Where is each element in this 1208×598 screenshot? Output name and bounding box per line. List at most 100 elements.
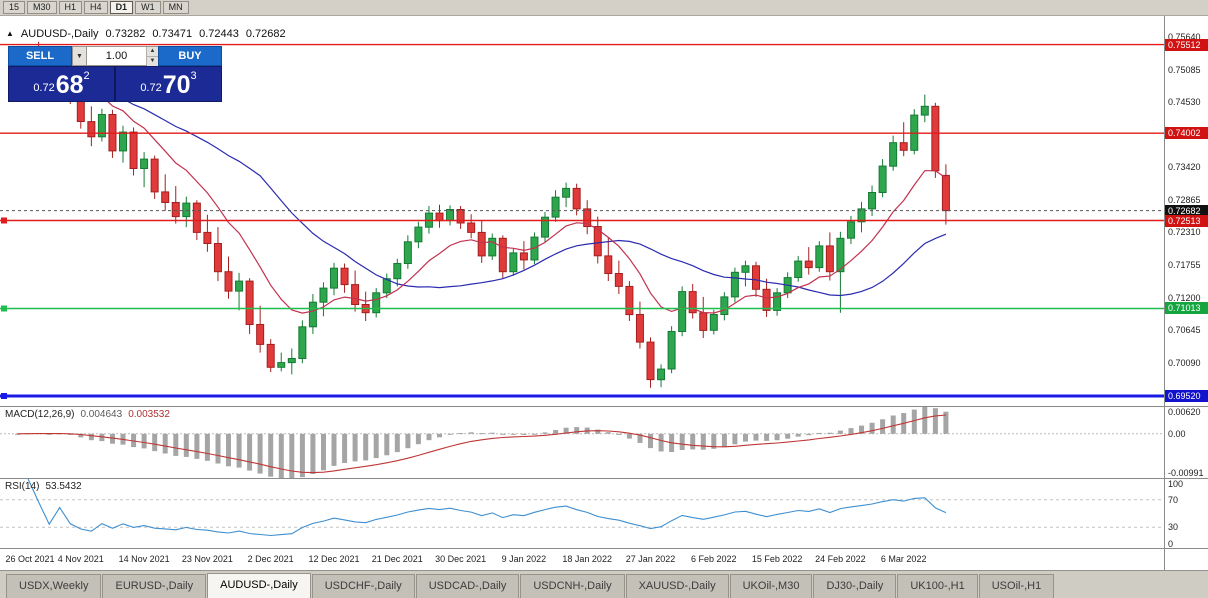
main-chart-svg xyxy=(0,41,1164,399)
volume-field: ▲ ▼ xyxy=(87,46,158,66)
chart-tab-dj30-daily[interactable]: DJ30-,Daily xyxy=(813,574,897,598)
macd-name: MACD(12,26,9) xyxy=(5,409,75,420)
timeframe-button-w1[interactable]: W1 xyxy=(135,1,161,14)
main-chart-pane: ▲ AUDUSD-,Daily 0.73282 0.73471 0.72443 … xyxy=(0,16,1208,406)
rsi-value: 53.5432 xyxy=(45,481,82,492)
ohlc-low: 0.72443 xyxy=(199,28,239,40)
price-badge: 0.75512 xyxy=(1165,38,1208,51)
buy-button[interactable]: BUY xyxy=(158,46,222,66)
price-tick: 0.70090 xyxy=(1168,357,1201,368)
date-label: 15 Feb 2022 xyxy=(751,554,803,564)
price-axis[interactable]: 0.756400.750850.745300.739750.734200.728… xyxy=(1164,16,1208,406)
macd-main-value: 0.004643 xyxy=(80,409,123,420)
sell-price-sup: 2 xyxy=(83,70,90,82)
date-label: 23 Nov 2021 xyxy=(181,554,233,564)
price-tick: 0.72310 xyxy=(1168,227,1201,238)
price-tick: 0.70645 xyxy=(1168,325,1201,336)
timeframe-toolbar: 15 M30 H1 H4 D1 W1 MN xyxy=(0,0,1208,16)
macd-label: MACD(12,26,9) 0.004643 0.003532 xyxy=(5,409,170,420)
ohlc-open: 0.73282 xyxy=(105,28,146,40)
price-tick: 0.75640 xyxy=(1168,32,1201,43)
trade-prices-row: 0.72 68 2 0.72 70 3 xyxy=(8,66,222,102)
date-label: 9 Jan 2022 xyxy=(501,554,547,564)
chart-tab-usdchf-daily[interactable]: USDCHF-,Daily xyxy=(311,574,415,598)
sell-button[interactable]: SELL xyxy=(8,46,72,66)
date-label: 12 Dec 2021 xyxy=(308,554,360,564)
timeframe-button-d1[interactable]: D1 xyxy=(109,1,134,14)
chart-tab-ukoil-m30[interactable]: UKOil-,M30 xyxy=(729,574,813,598)
ohlc-high: 0.73471 xyxy=(152,28,193,40)
rsi-tick: 100 xyxy=(1168,479,1184,489)
price-tick: 0.74530 xyxy=(1168,97,1201,108)
timeframe-button-h1[interactable]: H1 xyxy=(58,1,83,14)
date-label: 4 Nov 2021 xyxy=(57,554,104,564)
chart-tab-usdcnh-daily[interactable]: USDCNH-,Daily xyxy=(520,574,625,598)
timeframe-button-mn[interactable]: MN xyxy=(162,1,189,14)
buy-price-sup: 3 xyxy=(190,70,197,82)
date-label: 2 Dec 2021 xyxy=(247,554,294,564)
axis-corner xyxy=(1164,549,1208,570)
macd-signal-value: 0.003532 xyxy=(128,409,170,420)
chart-tabbar: USDX,Weekly EURUSD-,Daily AUDUSD-,Daily USD… xyxy=(0,570,1208,598)
sell-price-small: 0.72 xyxy=(33,82,55,94)
chart-tab-xauusd-daily[interactable]: XAUUSD-,Daily xyxy=(625,574,729,598)
macd-tick: 0.00620 xyxy=(1168,407,1201,417)
price-badge: 0.69520 xyxy=(1165,390,1208,403)
volume-dropdown-button[interactable]: ▼ xyxy=(72,46,87,66)
ohlc-close: 0.72682 xyxy=(245,28,286,40)
volume-input[interactable] xyxy=(87,47,146,65)
rsi-tick: 30 xyxy=(1168,522,1179,533)
volume-stepper: ▲ ▼ xyxy=(146,47,158,66)
chevron-down-icon: ▼ xyxy=(76,52,83,60)
price-badge: 0.72513 xyxy=(1165,214,1208,227)
rsi-tick: 0 xyxy=(1168,539,1174,548)
date-label: 26 Oct 2021 xyxy=(5,554,55,564)
price-badge: 0.72682 xyxy=(1165,204,1208,217)
date-label: 6 Feb 2022 xyxy=(691,554,737,564)
chart-tab-eurusd-daily[interactable]: EURUSD-,Daily xyxy=(102,574,207,598)
chart-title: ▲ AUDUSD-,Daily 0.73282 0.73471 0.72443 … xyxy=(6,28,286,40)
timeframe-button-15[interactable]: 15 xyxy=(3,1,26,14)
sell-price[interactable]: 0.72 68 2 xyxy=(9,67,114,101)
rsi-name: RSI(14) xyxy=(5,481,40,492)
chart-tab-usoil-h1[interactable]: USOil-,H1 xyxy=(978,574,1055,598)
chart-tab-uk100-h1[interactable]: UK100-,H1 xyxy=(897,574,978,598)
time-axis[interactable]: 26 Oct 2021 4 Nov 2021 14 Nov 2021 23 Nov 2… xyxy=(0,548,1208,570)
chart-tab-usdx-weekly[interactable]: USDX,Weekly xyxy=(6,574,102,598)
chart-tab-audusd-daily[interactable]: AUDUSD-,Daily xyxy=(207,573,311,598)
date-label: 18 Jan 2022 xyxy=(562,554,612,564)
chart-symbol-label: AUDUSD-,Daily xyxy=(20,28,99,40)
price-divider xyxy=(114,67,116,101)
buy-price[interactable]: 0.72 70 3 xyxy=(116,67,221,101)
macd-tick: -0.00991 xyxy=(1168,467,1204,478)
volume-increment-icon[interactable]: ▲ xyxy=(147,47,158,56)
macd-pane: MACD(12,26,9) 0.004643 0.003532 0.00620 0… xyxy=(0,406,1208,478)
macd-tick: 0.00 xyxy=(1168,428,1186,439)
date-label: 24 Feb 2022 xyxy=(815,554,866,564)
time-axis-labels: 26 Oct 2021 4 Nov 2021 14 Nov 2021 23 Nov 2… xyxy=(0,549,1164,570)
rsi-axis[interactable]: 100 70 30 0 xyxy=(1164,479,1208,548)
buy-price-small: 0.72 xyxy=(140,82,162,94)
timeframe-button-h4[interactable]: H4 xyxy=(84,1,108,14)
price-tick: 0.73420 xyxy=(1168,162,1201,173)
rsi-pane: RSI(14) 53.5432 100 70 30 0 xyxy=(0,478,1208,548)
main-chart-canvas[interactable]: ▲ AUDUSD-,Daily 0.73282 0.73471 0.72443 … xyxy=(0,16,1164,406)
buy-price-big: 70 xyxy=(162,71,191,99)
macd-axis[interactable]: 0.00620 0.00 -0.00991 xyxy=(1164,407,1208,478)
timeframe-button-m30[interactable]: M30 xyxy=(27,1,57,14)
price-tick: 0.71200 xyxy=(1168,292,1201,303)
rsi-label: RSI(14) 53.5432 xyxy=(5,481,82,492)
rsi-svg xyxy=(0,479,1164,537)
volume-decrement-icon[interactable]: ▼ xyxy=(147,56,158,66)
price-tick: 0.75085 xyxy=(1168,64,1201,75)
symbol-marker-icon: ▲ xyxy=(6,29,14,38)
date-label: 27 Jan 2022 xyxy=(625,554,676,564)
one-click-trading-panel: SELL ▼ ▲ ▼ BUY 0.72682 xyxy=(8,46,222,102)
date-label: 21 Dec 2021 xyxy=(371,554,423,564)
rsi-canvas[interactable]: RSI(14) 53.5432 xyxy=(0,479,1164,548)
sell-price-big: 68 xyxy=(55,71,84,99)
macd-canvas[interactable]: MACD(12,26,9) 0.004643 0.003532 xyxy=(0,407,1164,478)
chart-tab-usdcad-daily[interactable]: USDCAD-,Daily xyxy=(415,574,520,598)
price-badge: 0.74002 xyxy=(1165,127,1208,140)
